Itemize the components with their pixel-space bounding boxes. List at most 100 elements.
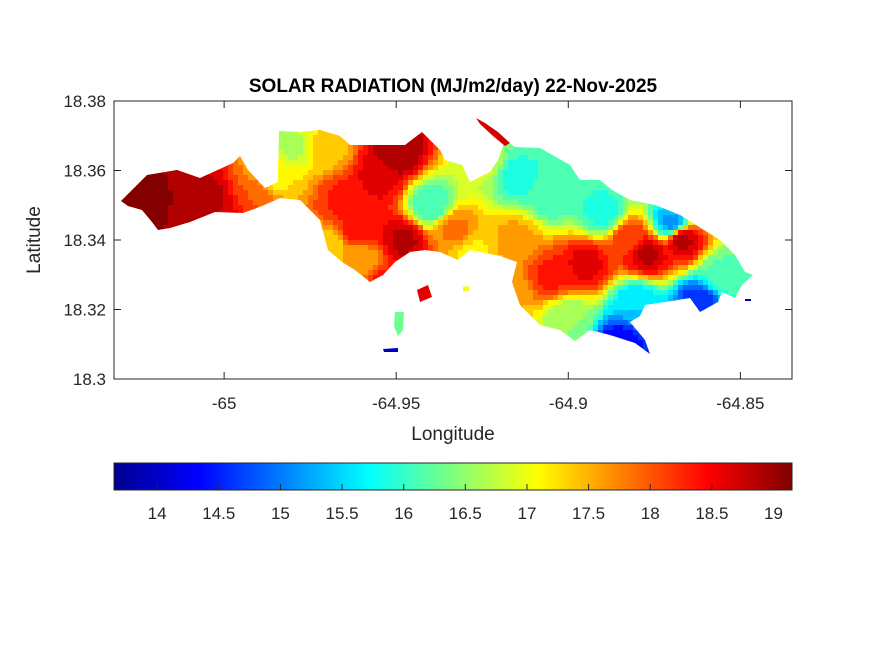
contour-cell: [203, 160, 209, 166]
contour-cell: [703, 160, 709, 166]
contour-cell: [278, 130, 284, 136]
contour-cell: [293, 265, 299, 271]
contour-cell: [358, 190, 364, 196]
contour-cell: [488, 135, 494, 141]
contour-cell: [168, 265, 174, 271]
contour-cell: [728, 250, 734, 256]
contour-cell: [638, 155, 644, 161]
contour-cell: [288, 260, 294, 266]
contour-cell: [148, 160, 154, 166]
contour-cell: [118, 115, 124, 121]
contour-cell: [373, 210, 379, 216]
contour-cell: [138, 265, 144, 271]
contour-cell: [133, 280, 139, 286]
contour-cell: [313, 285, 319, 291]
contour-cell: [323, 185, 329, 191]
contour-cell: [153, 155, 159, 161]
contour-cell: [278, 185, 284, 191]
contour-cell: [168, 270, 174, 276]
contour-cell: [598, 130, 604, 131]
contour-cell: [188, 205, 194, 211]
contour-cell: [643, 280, 649, 286]
contour-cell: [263, 275, 269, 281]
contour-cell: [438, 200, 444, 206]
contour-cell: [438, 135, 444, 141]
contour-cell: [368, 185, 374, 191]
contour-cell: [143, 185, 149, 191]
contour-cell: [718, 245, 724, 251]
contour-cell: [633, 205, 639, 211]
contour-cell: [393, 130, 399, 136]
contour-cell: [143, 145, 149, 151]
contour-cell: [653, 290, 659, 296]
contour-cell: [613, 220, 619, 226]
contour-cell: [473, 195, 479, 201]
contour-cell: [533, 295, 539, 301]
contour-cell: [343, 120, 349, 126]
contour-cell: [623, 265, 629, 271]
contour-cell: [228, 260, 234, 266]
contour-cell: [403, 285, 409, 291]
contour-cell: [658, 295, 664, 301]
contour-cell: [398, 180, 404, 186]
contour-cell: [218, 210, 224, 216]
contour-cell: [553, 115, 559, 121]
contour-cell: [493, 245, 499, 251]
contour-cell: [423, 245, 429, 251]
contour-cell: [433, 155, 439, 161]
contour-cell: [443, 235, 449, 241]
contour-cell: [538, 265, 544, 271]
contour-cell: [408, 205, 414, 211]
contour-cell: [693, 240, 699, 246]
contour-cell: [653, 285, 659, 291]
contour-cell: [383, 280, 389, 286]
contour-cell: [593, 260, 599, 266]
contour-cell: [533, 200, 539, 206]
contour-cell: [648, 130, 654, 136]
contour-cell: [383, 290, 389, 296]
contour-cell: [573, 190, 579, 196]
contour-cell: [623, 195, 629, 201]
contour-cell: [753, 140, 759, 146]
contour-cell: [378, 250, 384, 256]
contour-cell: [438, 245, 444, 251]
contour-cell: [218, 120, 224, 126]
contour-cell: [758, 160, 764, 166]
contour-cell: [683, 270, 689, 276]
contour-cell: [128, 270, 134, 276]
contour-cell: [293, 190, 299, 196]
contour-cell: [678, 205, 684, 211]
contour-cell: [748, 275, 753, 281]
contour-cell: [273, 275, 279, 281]
contour-cell: [268, 255, 274, 261]
contour-cell: [463, 220, 469, 226]
contour-cell: [533, 135, 539, 141]
contour-cell: [393, 115, 399, 121]
contour-cell: [608, 245, 614, 251]
contour-cell: [438, 150, 444, 156]
contour-cell: [598, 205, 604, 211]
contour-cell: [548, 135, 554, 141]
contour-cell: [153, 205, 159, 211]
contour-cell: [228, 200, 234, 206]
contour-cell: [198, 245, 204, 251]
contour-cell: [233, 180, 239, 186]
contour-cell: [543, 300, 549, 306]
contour-cell: [683, 150, 689, 156]
contour-cell: [608, 150, 614, 156]
contour-cell: [753, 175, 759, 181]
contour-cell: [688, 130, 694, 136]
contour-cell: [373, 170, 379, 176]
contour-cell: [121, 260, 124, 266]
contour-cell: [463, 120, 469, 126]
contour-cell: [218, 200, 224, 206]
contour-cell: [123, 205, 129, 211]
contour-cell: [138, 165, 144, 171]
contour-cell: [268, 280, 274, 286]
contour-cell: [378, 155, 384, 161]
contour-cell: [428, 180, 434, 186]
contour-cell: [703, 260, 709, 266]
contour-cell: [283, 130, 289, 136]
contour-cell: [213, 210, 219, 216]
contour-cell: [138, 285, 144, 291]
